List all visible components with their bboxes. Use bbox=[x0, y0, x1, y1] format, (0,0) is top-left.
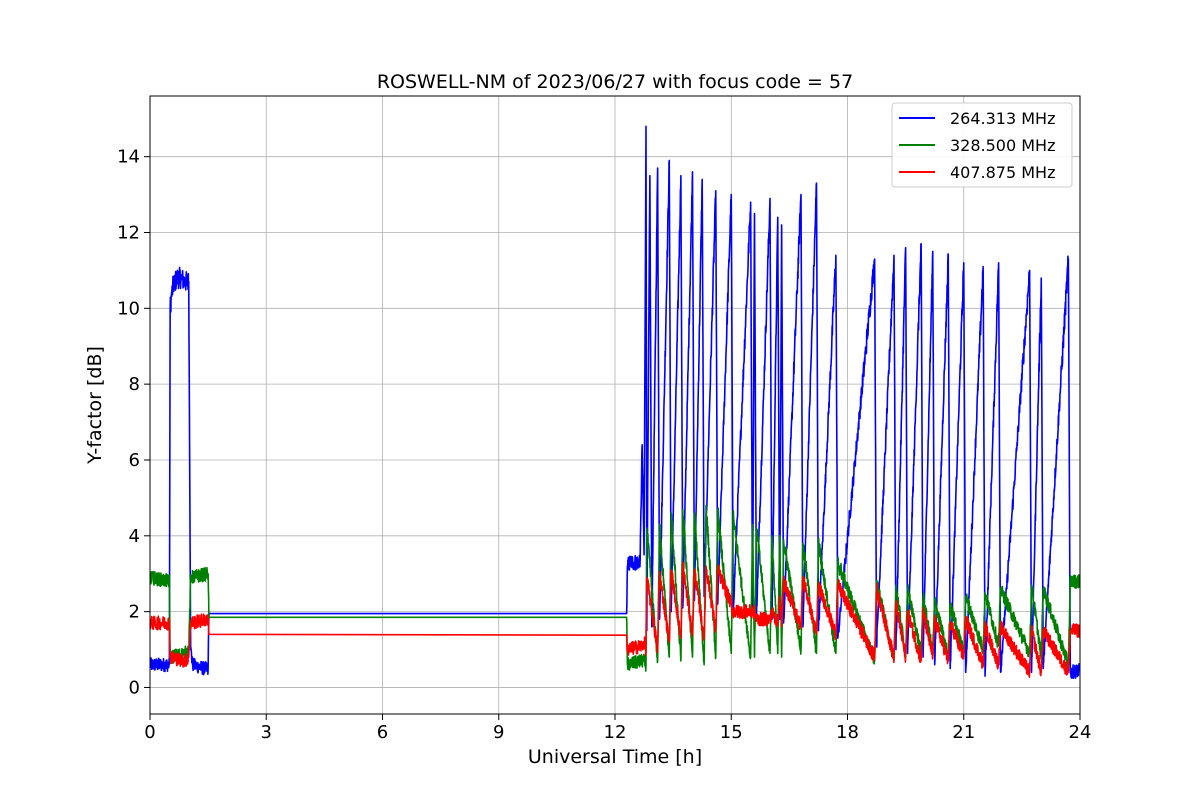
y-tick-label-5: 10 bbox=[117, 298, 140, 319]
x-tick-label-3: 9 bbox=[493, 722, 504, 743]
y-tick-label-1: 2 bbox=[129, 602, 140, 623]
y-tick-label-3: 6 bbox=[129, 450, 140, 471]
x-tick-label-0: 0 bbox=[144, 722, 155, 743]
legend-box bbox=[891, 102, 1073, 188]
y-tick-label-4: 8 bbox=[129, 374, 140, 395]
series-line-1 bbox=[150, 504, 1080, 672]
legend-label-0: 264.313 MHz bbox=[950, 109, 1055, 128]
x-tick-label-4: 12 bbox=[604, 722, 627, 743]
x-tick-label-2: 6 bbox=[377, 722, 388, 743]
series-line-2 bbox=[150, 561, 1080, 678]
y-tick-label-2: 4 bbox=[129, 526, 140, 547]
x-tick-label-1: 3 bbox=[261, 722, 272, 743]
x-tick-label-7: 21 bbox=[952, 722, 975, 743]
y-tick-label-7: 14 bbox=[117, 147, 140, 168]
legend-label-1: 328.500 MHz bbox=[950, 136, 1055, 155]
x-axis: 0 3 6 9 12 15 18 21 24 bbox=[144, 714, 1091, 743]
x-tick-label-8: 24 bbox=[1069, 722, 1092, 743]
y-axis-label: Y-factor [dB] bbox=[84, 346, 106, 465]
x-axis-label: Universal Time [h] bbox=[528, 746, 702, 768]
series-line-0 bbox=[150, 125, 1080, 680]
y-tick-label-0: 0 bbox=[129, 677, 140, 698]
legend-label-2: 407.875 MHz bbox=[950, 163, 1055, 182]
x-tick-label-6: 18 bbox=[836, 722, 859, 743]
y-tick-label-6: 12 bbox=[117, 222, 140, 243]
series-layer bbox=[150, 125, 1080, 680]
x-tick-label-5: 15 bbox=[720, 722, 743, 743]
legend: 264.313 MHz 328.500 MHz 407.875 MHz bbox=[891, 102, 1073, 188]
chart-title: ROSWELL-NM of 2023/06/27 with focus code… bbox=[377, 71, 853, 93]
y-axis: 0 2 4 6 8 10 12 14 bbox=[117, 147, 150, 698]
